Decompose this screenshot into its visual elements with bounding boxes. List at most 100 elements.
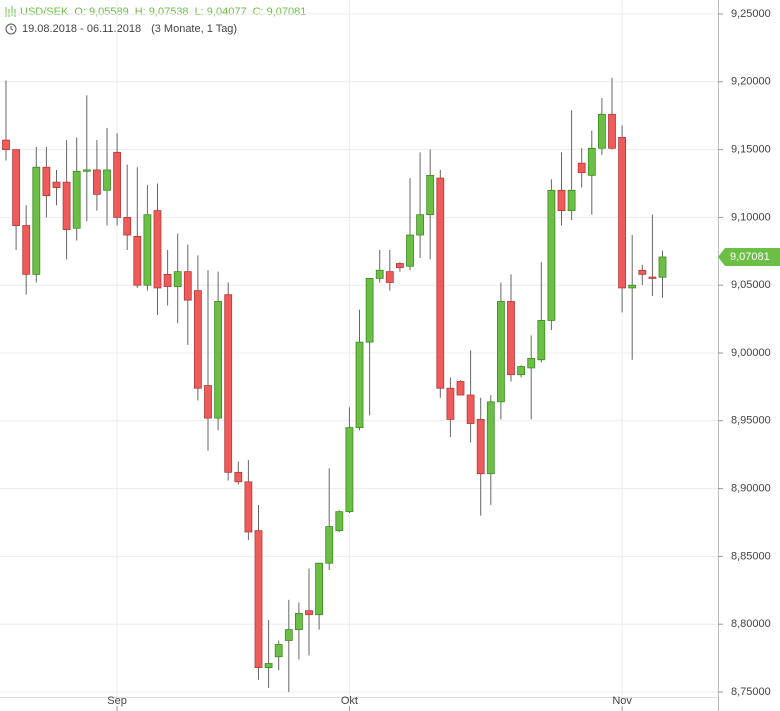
- candle: [345, 407, 354, 514]
- candle: [193, 255, 202, 401]
- candle-body: [345, 427, 354, 513]
- stat-high: H: 9,07538: [135, 6, 189, 18]
- candle: [72, 137, 81, 241]
- candle: [507, 274, 515, 382]
- candle-body: [517, 366, 525, 376]
- candle: [42, 146, 51, 218]
- candle: [264, 620, 273, 688]
- last-price-tag: [718, 247, 780, 266]
- chart-icon: [5, 6, 16, 17]
- candle: [22, 205, 31, 295]
- candle: [305, 568, 313, 656]
- candle-body: [385, 271, 394, 283]
- candle-body: [375, 269, 384, 279]
- candle: [587, 130, 596, 215]
- candle-body: [305, 610, 313, 616]
- candle-body: [557, 189, 566, 212]
- candle: [113, 133, 121, 226]
- candle: [496, 282, 505, 420]
- candle-body: [648, 276, 657, 279]
- candle: [123, 164, 132, 250]
- candle-body: [22, 225, 31, 275]
- candle-body: [577, 162, 586, 174]
- candle: [527, 335, 536, 420]
- candle-body: [254, 530, 263, 668]
- candle-body: [628, 284, 637, 289]
- y-tick-label: 9,10000: [731, 211, 771, 223]
- candle: [608, 77, 616, 150]
- candle: [456, 380, 465, 396]
- candle: [436, 169, 445, 398]
- symbol: USD/SEK: [20, 6, 69, 18]
- candle-body: [62, 181, 71, 231]
- y-tick-label: 9,15000: [731, 144, 771, 156]
- date-range: 19.08.2018 - 06.11.2018: [22, 23, 141, 35]
- candle: [486, 395, 495, 505]
- candle-body: [52, 181, 61, 188]
- candle: [214, 271, 223, 431]
- x-tick-label: Sep: [107, 695, 127, 707]
- candle-body: [436, 177, 445, 389]
- candle-body: [638, 269, 647, 275]
- period: (3 Monate, 1 Tag): [151, 23, 237, 35]
- candle: [234, 461, 243, 485]
- candle: [385, 249, 394, 291]
- stat-open: O: 9,05589: [74, 6, 128, 18]
- candle-body: [72, 170, 81, 229]
- candle-body: [183, 271, 192, 301]
- candle-body: [42, 166, 51, 197]
- y-tick-label: 8,80000: [731, 618, 771, 630]
- y-tick-label: 8,85000: [731, 550, 771, 562]
- candle: [93, 140, 101, 211]
- candle-body: [567, 189, 576, 212]
- candle: [244, 460, 253, 541]
- candle-body: [214, 301, 223, 419]
- candle: [476, 397, 485, 516]
- candle: [62, 140, 71, 260]
- candle: [204, 270, 212, 451]
- candle-body: [466, 394, 475, 424]
- header-line: USD/SEK O: 9,05589 H: 9,07538 L: 9,04077 C: …: [20, 6, 306, 18]
- candle: [426, 149, 435, 260]
- candle-body: [587, 147, 596, 176]
- candle-body: [446, 387, 455, 420]
- candle-body: [406, 234, 414, 267]
- candle-body: [284, 629, 293, 641]
- x-tick-label: Okt: [341, 695, 358, 707]
- candle-body: [204, 385, 212, 419]
- candle-body: [476, 419, 485, 475]
- candle-body: [618, 136, 626, 289]
- y-tick-label: 8,95000: [731, 415, 771, 427]
- candle-body: [173, 271, 182, 287]
- candle: [446, 377, 455, 438]
- candle-body: [224, 294, 233, 473]
- candle-body: [365, 278, 374, 343]
- candle: [557, 152, 566, 226]
- candle: [294, 602, 303, 660]
- candle: [517, 365, 525, 378]
- y-tick-label: 9,25000: [731, 8, 771, 20]
- candle-body: [264, 663, 273, 668]
- y-tick-label: 8,90000: [731, 483, 771, 495]
- x-tick-label: Nov: [612, 695, 632, 707]
- candle: [618, 125, 626, 313]
- candle-body: [496, 301, 505, 403]
- candle: [224, 282, 233, 481]
- candle-body: [82, 169, 91, 172]
- candle: [52, 169, 61, 206]
- candle-body: [103, 169, 111, 191]
- candle: [274, 640, 283, 671]
- candle: [12, 149, 21, 250]
- candle-body: [335, 511, 344, 532]
- candle: [315, 562, 324, 630]
- candle: [567, 110, 576, 221]
- candle: [82, 95, 91, 222]
- candle-body: [395, 263, 404, 268]
- candle: [365, 278, 374, 416]
- candle: [658, 250, 667, 298]
- candle: [153, 183, 162, 316]
- y-tick-label: 9,20000: [731, 76, 771, 88]
- header: USD/SEK O: 9,05589 H: 9,07538 L: 9,04077 C: …: [5, 6, 306, 35]
- candle-body: [507, 301, 515, 376]
- candle-body: [2, 139, 10, 151]
